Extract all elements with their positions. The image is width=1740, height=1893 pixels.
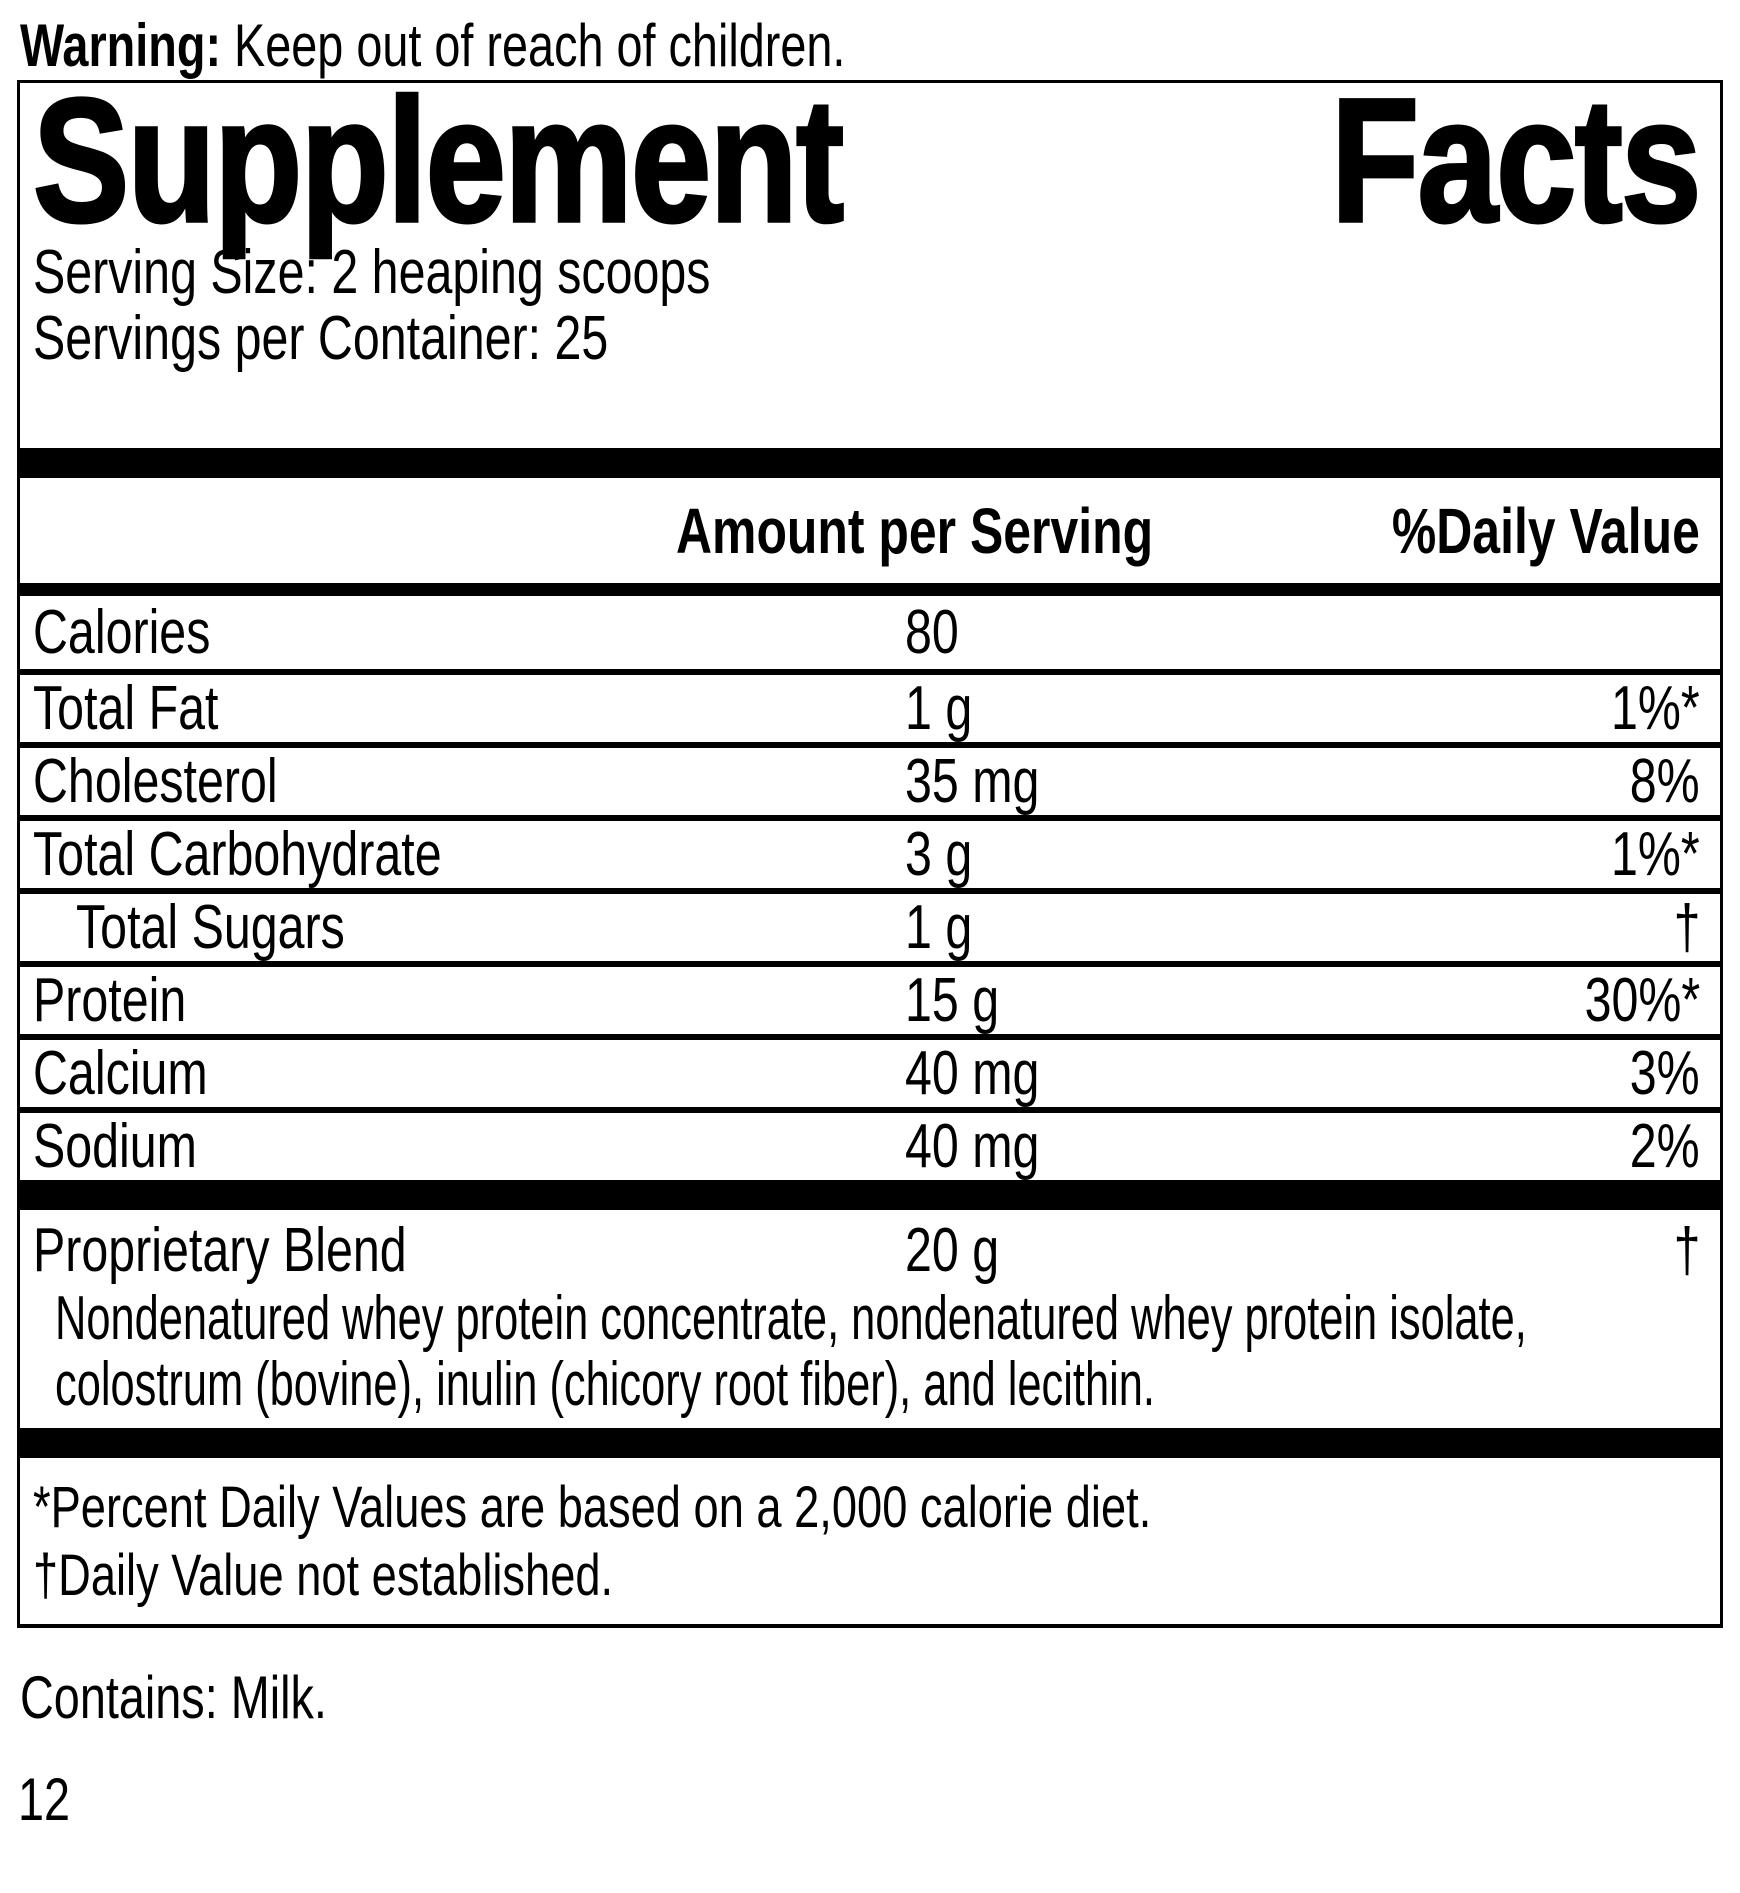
nutrient-label: Calories [33,597,211,667]
table-row: Total Carbohydrate 3 g 1%* [20,815,1720,888]
table-row: Total Fat 1 g 1%* [20,669,1720,742]
nutrient-label: Cholesterol [33,746,278,816]
blend-amount: 20 g [905,1216,1000,1285]
divider-bar-top [20,448,1720,478]
warning-label: Warning: [20,12,222,79]
column-header-amount: Amount per Serving [676,494,1154,567]
title-word-facts: Facts [1330,63,1703,259]
nutrient-amount: 80 [905,597,959,667]
serving-size-line: Serving Size: 2 heaping scoops [33,238,711,307]
warning-text: Keep out of reach of children. [221,12,846,79]
title-word-supplement: Supplement [32,63,846,259]
nutrient-label: Calcium [33,1038,208,1108]
nutrient-daily-value: 2% [1630,1111,1700,1181]
footnotes: *Percent Daily Values are based on a 2,0… [20,1458,1720,1624]
panel-title: Supplement Facts [20,63,1720,259]
supplement-facts-panel: Supplement Facts Serving Size: 2 heaping… [17,63,1723,1628]
nutrient-daily-value: 3% [1630,1038,1700,1108]
nutrient-daily-value: † [1673,892,1700,962]
table-row: Cholesterol 35 mg 8% [20,742,1720,815]
blend-daily-value: † [1673,1216,1700,1285]
serving-info: Serving Size: 2 heaping scoops Servings … [20,240,1720,372]
footnote-percent-daily-values: *Percent Daily Values are based on a 2,0… [33,1475,1152,1540]
nutrient-daily-value: 1%* [1611,819,1700,889]
warning-line: Warning: Keep out of reach of children. [0,0,1740,80]
nutrient-label: Total Sugars [76,892,345,962]
proprietary-blend-row: Proprietary Blend 20 g † [20,1210,1720,1286]
table-row: Calcium 40 mg 3% [20,1034,1720,1107]
footnote-daily-value-not-established: †Daily Value not established. [33,1543,614,1608]
blend-label: Proprietary Blend [33,1216,407,1285]
nutrient-amount: 35 mg [905,746,1040,816]
nutrient-amount: 40 mg [905,1038,1040,1108]
nutrient-label: Protein [33,965,187,1035]
servings-per-container-line: Servings per Container: 25 [33,304,609,373]
nutrient-amount: 1 g [905,892,973,962]
nutrient-amount: 3 g [905,819,973,889]
column-header-row: Amount per Serving %Daily Value [20,478,1720,583]
nutrient-label: Sodium [33,1111,197,1181]
nutrient-amount: 1 g [905,673,973,743]
nutrient-label: Total Carbohydrate [33,819,442,889]
nutrient-amount: 15 g [905,965,1000,1035]
blend-description-line: colostrum (bovine), inulin (chicory root… [55,1350,1155,1419]
table-row: Protein 15 g 30%* [20,961,1720,1034]
column-header-daily-value: %Daily Value [1391,494,1700,567]
table-row: Total Sugars 1 g † [20,888,1720,961]
nutrient-daily-value: 1%* [1611,673,1700,743]
page-number: 12 [18,1766,71,1833]
nutrient-daily-value: 8% [1630,746,1700,816]
divider-bar-blend [20,1180,1720,1210]
nutrient-rows: Calories 80 Total Fat 1 g 1%* Cholestero… [20,596,1720,1180]
nutrient-daily-value: 30%* [1584,965,1700,1035]
contains-statement: Contains: Milk. [20,1664,327,1731]
blend-description-line: Nondenatured whey protein concentrate, n… [55,1284,1527,1353]
divider-bar-footnotes [20,1428,1720,1458]
table-row: Calories 80 [20,596,1720,669]
nutrient-amount: 40 mg [905,1111,1040,1181]
table-row: Sodium 40 mg 2% [20,1107,1720,1180]
blend-description: Nondenatured whey protein concentrate, n… [20,1286,1720,1428]
divider-bar-header [20,583,1720,596]
nutrient-label: Total Fat [33,673,219,743]
